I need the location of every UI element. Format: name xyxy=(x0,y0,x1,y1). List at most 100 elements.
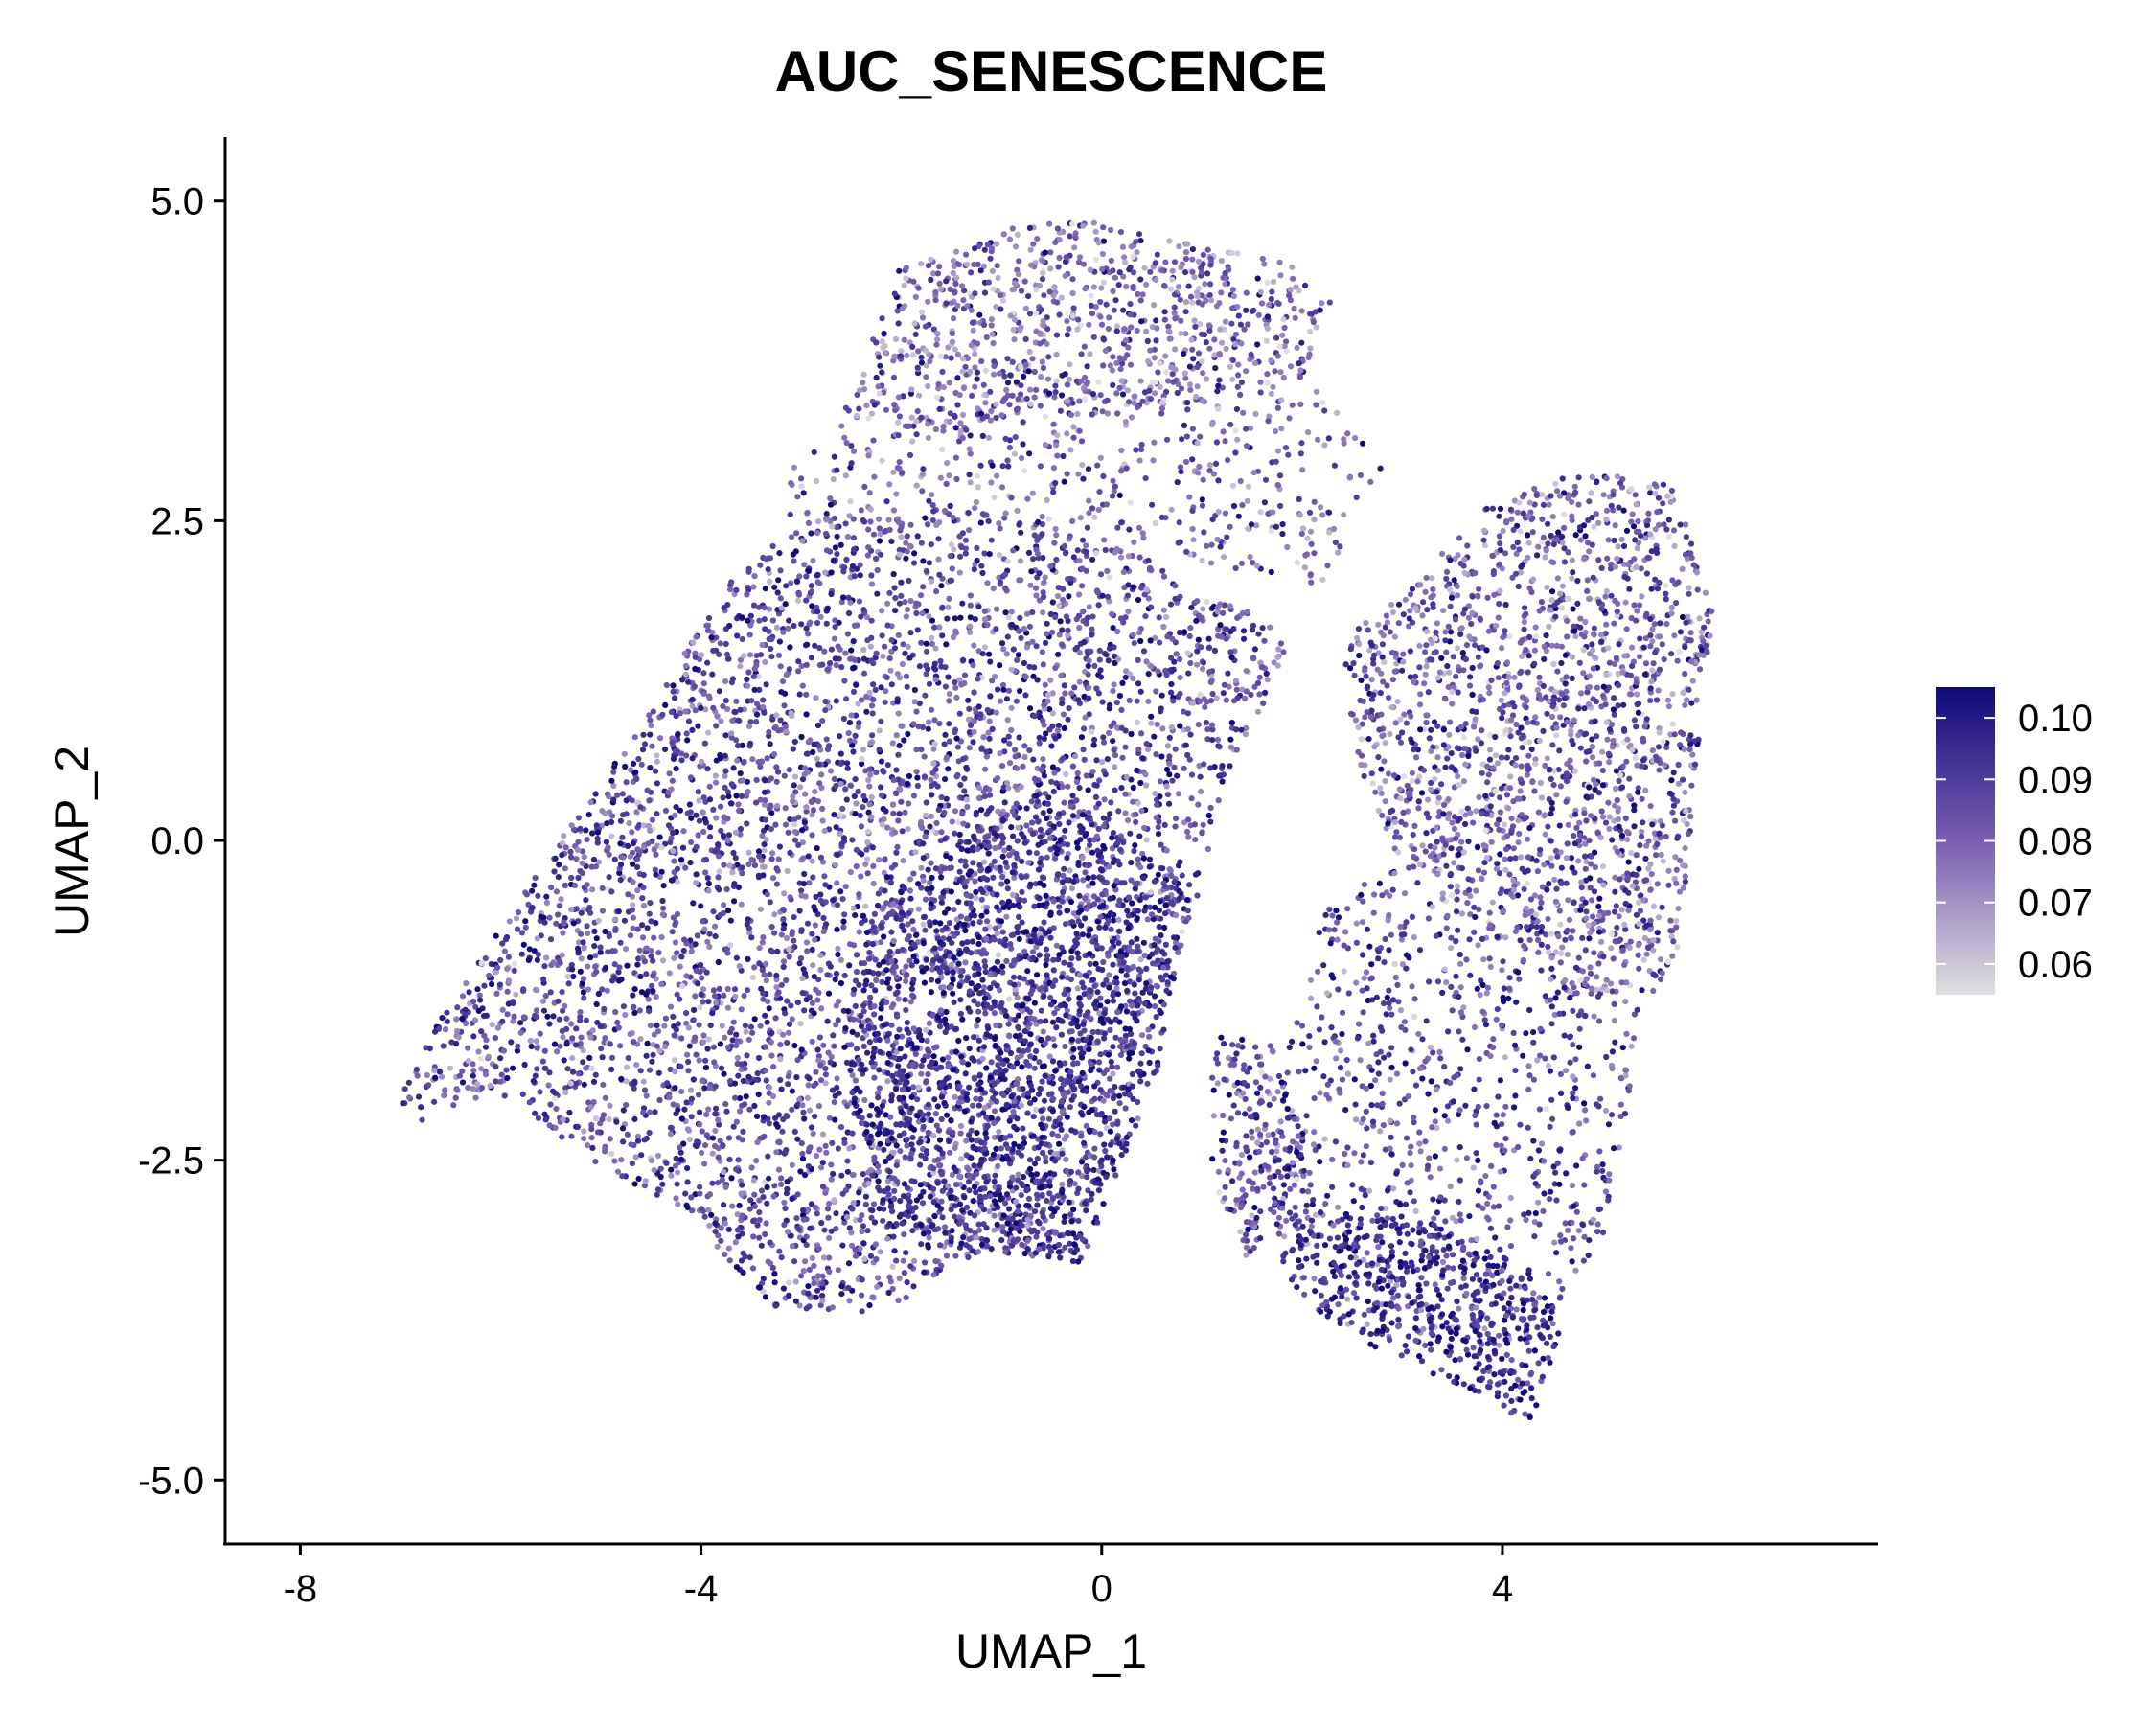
data-point xyxy=(1011,874,1018,882)
data-point xyxy=(695,789,701,795)
data-point xyxy=(888,538,895,545)
data-point xyxy=(1039,649,1045,656)
data-point xyxy=(602,964,609,971)
data-point xyxy=(1082,895,1089,902)
data-point xyxy=(724,950,731,956)
data-point xyxy=(726,1156,733,1163)
data-point xyxy=(1135,656,1141,664)
data-point xyxy=(1004,886,1011,892)
data-point xyxy=(1010,1108,1017,1116)
data-point xyxy=(605,949,611,955)
data-point xyxy=(1209,737,1216,744)
data-point xyxy=(590,1078,598,1085)
data-point xyxy=(1228,720,1235,726)
data-point xyxy=(718,803,724,810)
data-point xyxy=(913,769,920,775)
data-point xyxy=(791,1043,798,1049)
data-point xyxy=(979,651,986,657)
data-point xyxy=(794,578,801,586)
data-point xyxy=(1153,815,1159,821)
data-point xyxy=(698,758,705,766)
data-point xyxy=(1243,724,1250,732)
data-point xyxy=(587,799,594,806)
data-point xyxy=(780,629,787,635)
data-point xyxy=(746,652,754,658)
data-point xyxy=(705,999,712,1005)
data-point xyxy=(932,677,939,683)
data-point xyxy=(1193,617,1200,625)
data-point xyxy=(919,1200,927,1207)
data-point xyxy=(1074,770,1081,777)
data-point xyxy=(762,960,769,968)
data-point xyxy=(907,598,914,605)
data-point xyxy=(1079,1173,1086,1180)
data-point xyxy=(1259,664,1266,671)
data-point xyxy=(801,1007,808,1014)
data-point xyxy=(829,1304,837,1311)
data-point xyxy=(737,663,744,670)
data-point xyxy=(663,1160,670,1166)
data-point xyxy=(986,1208,993,1215)
data-point xyxy=(889,1285,896,1293)
data-point xyxy=(887,667,894,674)
data-point xyxy=(1065,716,1071,723)
data-point xyxy=(693,880,700,886)
data-point xyxy=(870,862,877,870)
data-point xyxy=(803,1233,810,1240)
data-point xyxy=(1148,720,1155,726)
data-point xyxy=(928,578,935,585)
data-point xyxy=(1110,961,1116,968)
data-point xyxy=(838,1283,845,1290)
data-point xyxy=(864,870,871,877)
data-point xyxy=(581,1081,587,1088)
data-point xyxy=(839,1190,846,1197)
data-point xyxy=(791,837,799,843)
data-point xyxy=(1052,664,1059,672)
data-point xyxy=(926,613,932,620)
data-point xyxy=(1117,1051,1125,1058)
data-point xyxy=(994,958,1001,965)
data-point xyxy=(772,1015,779,1022)
data-point xyxy=(630,840,637,847)
data-point xyxy=(1081,756,1088,763)
data-point xyxy=(759,641,766,649)
data-point xyxy=(767,606,773,612)
data-point xyxy=(810,807,817,814)
data-point xyxy=(1138,1032,1146,1039)
data-point xyxy=(857,1216,863,1223)
data-point xyxy=(834,926,840,933)
data-point xyxy=(629,797,635,804)
data-point xyxy=(841,564,848,571)
data-point xyxy=(722,1034,728,1041)
data-point xyxy=(733,1043,740,1049)
data-point xyxy=(688,1087,695,1093)
data-point xyxy=(860,1240,867,1247)
data-point xyxy=(533,1013,540,1020)
data-point xyxy=(798,1273,805,1279)
data-point xyxy=(734,1211,741,1218)
data-point xyxy=(1058,1126,1065,1133)
data-point xyxy=(1028,568,1035,575)
data-point xyxy=(941,741,948,748)
data-point xyxy=(898,592,905,600)
data-point xyxy=(1044,631,1050,637)
data-point xyxy=(720,703,726,710)
data-point xyxy=(949,818,955,825)
data-point xyxy=(609,978,616,984)
data-point xyxy=(822,1071,830,1078)
data-point xyxy=(659,1181,666,1187)
data-point xyxy=(824,746,832,753)
data-point xyxy=(906,876,914,883)
data-point xyxy=(674,878,681,886)
data-point xyxy=(878,758,885,765)
data-point xyxy=(668,709,676,716)
data-point xyxy=(1044,854,1050,861)
data-point xyxy=(609,813,616,819)
data-point xyxy=(1226,683,1232,690)
data-point xyxy=(940,984,947,991)
data-point xyxy=(674,991,680,998)
data-point xyxy=(1158,692,1165,699)
data-point xyxy=(1013,698,1020,704)
data-point xyxy=(875,1275,882,1281)
data-point xyxy=(769,1264,776,1272)
